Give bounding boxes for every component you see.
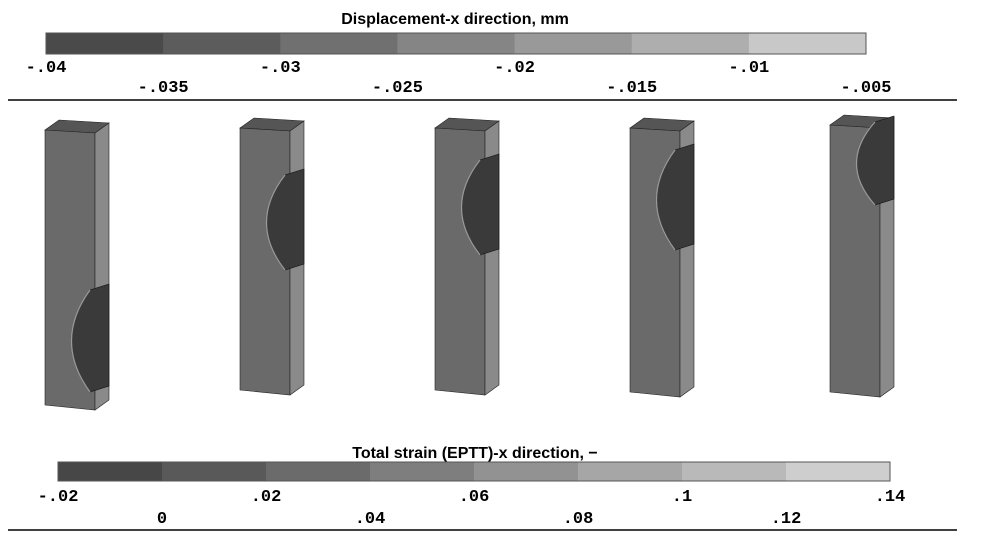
colorbar-segment xyxy=(474,462,579,481)
colorbar-tick-label: .08 xyxy=(563,510,594,529)
colorbar-segment xyxy=(578,462,683,481)
colorbar-tick-label: .02 xyxy=(251,488,282,507)
colorbar-segment xyxy=(786,462,891,481)
specimen-notch-surface xyxy=(266,174,286,271)
colorbar-tick-label: .12 xyxy=(771,510,802,529)
colorbar-segment xyxy=(58,462,163,481)
specimen-notch-surface xyxy=(856,121,876,206)
colorbar-frame xyxy=(45,32,867,55)
colorbar-segment xyxy=(397,33,516,54)
colorbar-tick-label: -.015 xyxy=(606,79,657,98)
specimen-notch-surface xyxy=(461,159,481,256)
colorbar-tick-label: .1 xyxy=(672,488,692,507)
colorbar-tick-label: 0 xyxy=(157,510,167,529)
top-colorbar-title: Displacement-x direction, mm xyxy=(341,11,569,28)
colorbar-segment xyxy=(631,33,750,54)
colorbar-tick-label: .06 xyxy=(459,488,490,507)
colorbar-frame xyxy=(57,461,891,482)
colorbar-tick-label: -.035 xyxy=(138,79,189,98)
colorbar-tick-label: -.01 xyxy=(728,59,769,78)
colorbar-tick-label: -.04 xyxy=(26,59,67,78)
colorbar-segment xyxy=(266,462,371,481)
specimen-notch-surface xyxy=(656,149,676,251)
colorbar-tick-label: -.025 xyxy=(372,79,423,98)
colorbar-tick-label: .04 xyxy=(355,510,386,529)
bottom-colorbar-title: Total strain (EPTT)-x direction, − xyxy=(352,445,598,462)
colorbar-tick-label: .14 xyxy=(875,488,906,507)
colorbar-segment xyxy=(46,33,164,54)
colorbar-segment xyxy=(162,462,267,481)
colorbar-segment xyxy=(682,462,787,481)
colorbar-segment xyxy=(370,462,475,481)
colorbar-segment xyxy=(748,33,867,54)
colorbar-tick-label: -.02 xyxy=(494,59,535,78)
colorbar-tick-label: -.02 xyxy=(38,488,79,507)
colorbar-tick-label: -.03 xyxy=(260,59,301,78)
specimen-notch-surface xyxy=(71,289,91,393)
colorbar-segment xyxy=(280,33,398,54)
colorbar-segment xyxy=(514,33,633,54)
colorbar-tick-label: -.005 xyxy=(840,79,891,98)
colorbar-segment xyxy=(163,33,281,54)
